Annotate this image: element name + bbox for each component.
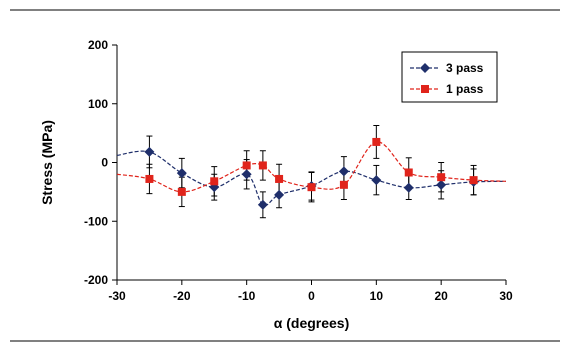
x-tick-label: 20 xyxy=(434,289,448,303)
legend-square-icon xyxy=(421,85,429,93)
square-marker xyxy=(275,174,284,183)
y-tick-label: 200 xyxy=(88,38,108,52)
legend-diamond-icon xyxy=(420,63,430,73)
error-bars xyxy=(146,124,477,219)
x-tick-label: 30 xyxy=(499,289,513,303)
square-marker xyxy=(437,173,446,182)
x-axis-label: α (degrees) xyxy=(274,315,350,331)
diamond-marker xyxy=(436,179,447,190)
square-marker xyxy=(307,183,316,192)
y-tick-label: -200 xyxy=(84,273,108,287)
legend-box xyxy=(401,51,498,103)
diamond-marker xyxy=(241,169,252,180)
square-marker xyxy=(242,161,251,170)
diamond-marker xyxy=(274,189,285,200)
diamond-marker xyxy=(403,182,414,193)
legend: 3 pass 1 pass xyxy=(401,51,498,103)
square-marker xyxy=(210,177,219,186)
x-tick-label: 10 xyxy=(370,289,384,303)
x-tick-label: 0 xyxy=(308,289,315,303)
square-marker xyxy=(372,137,381,146)
diamond-marker xyxy=(338,166,349,177)
x-tick-label: -20 xyxy=(173,289,191,303)
legend-label: 3 pass xyxy=(446,61,484,75)
y-tick-label: 0 xyxy=(101,156,108,170)
square-marker xyxy=(177,187,186,196)
diamond-marker xyxy=(371,175,382,186)
x-tick-label: -30 xyxy=(108,289,126,303)
square-marker xyxy=(469,176,478,185)
y-axis-label: Stress (MPa) xyxy=(39,120,55,205)
square-marker xyxy=(258,161,267,170)
y-tick-label: 100 xyxy=(88,97,108,111)
diamond-marker xyxy=(144,146,155,157)
square-marker xyxy=(145,174,154,183)
diamond-marker xyxy=(176,168,187,179)
data-markers xyxy=(144,137,479,210)
square-marker xyxy=(404,168,413,177)
x-tick-label: -10 xyxy=(238,289,256,303)
legend-label: 1 pass xyxy=(446,82,484,96)
square-marker xyxy=(339,180,348,189)
diamond-marker xyxy=(257,199,268,210)
y-tick-label: -100 xyxy=(84,214,108,228)
